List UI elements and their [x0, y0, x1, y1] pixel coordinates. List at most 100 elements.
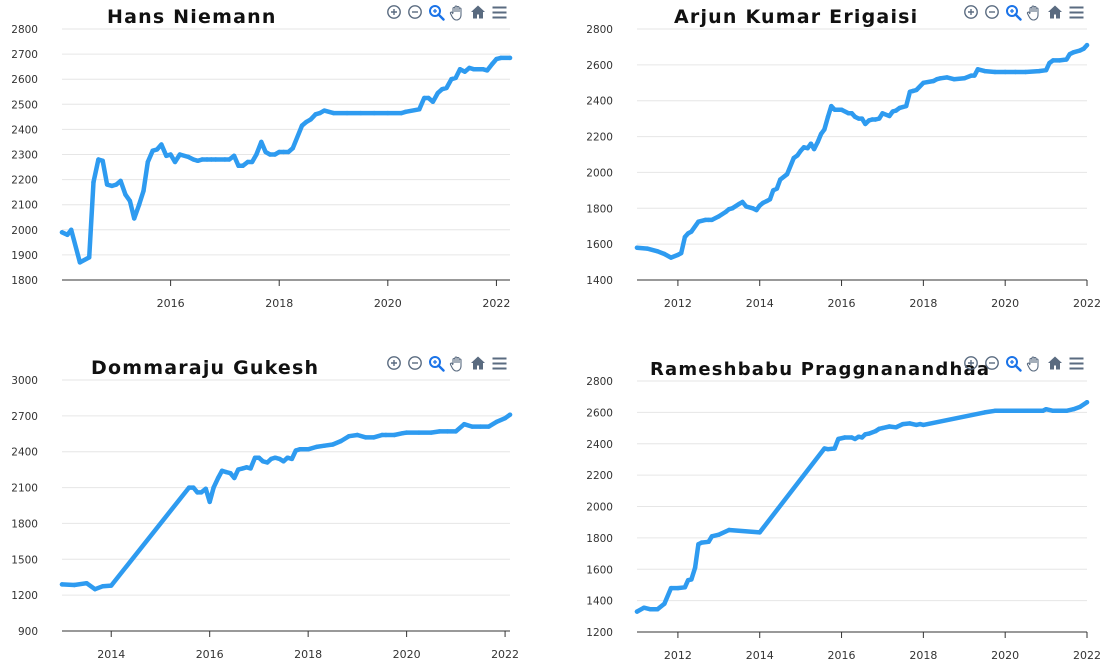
data-point — [331, 110, 336, 116]
x-tick-label: 2014 — [97, 648, 125, 661]
data-point — [204, 157, 210, 162]
menu-icon[interactable] — [1067, 354, 1085, 372]
data-point — [801, 145, 807, 150]
data-point — [675, 252, 681, 258]
data-point — [791, 155, 796, 161]
data-point — [662, 251, 667, 257]
data-point — [877, 116, 882, 121]
reset-zoom-icon[interactable] — [469, 354, 487, 372]
zoom-in-icon[interactable] — [962, 354, 980, 372]
zoom-out-icon[interactable] — [983, 354, 1001, 372]
zoom-in-icon[interactable] — [962, 3, 980, 21]
y-tick-label: 2200 — [586, 470, 613, 482]
data-point — [168, 152, 173, 157]
reset-zoom-icon[interactable] — [1046, 354, 1064, 372]
data-point — [59, 230, 65, 235]
data-point — [706, 539, 711, 544]
data-point — [195, 490, 200, 495]
data-point — [696, 219, 701, 224]
pan-icon[interactable] — [448, 3, 466, 21]
data-point — [207, 499, 212, 505]
data-point — [338, 438, 344, 444]
pan-icon[interactable] — [1025, 3, 1043, 21]
data-point — [302, 447, 307, 452]
zoom-out-icon[interactable] — [406, 354, 424, 372]
data-point — [863, 432, 868, 437]
reset-zoom-icon[interactable] — [1046, 3, 1064, 21]
data-point — [1064, 408, 1069, 413]
data-point — [277, 456, 282, 462]
chart-panel-niemann: 1800 1900 2000 2100 2200 2300 2400 2500 2600 2700… — [0, 0, 553, 335]
chart-panel-praggnanandhaa: 1200 1400 1600 1800 2000 2200 2400 2600 2800 2012… — [553, 335, 1106, 670]
zoom-out-icon[interactable] — [983, 3, 1001, 21]
data-point — [655, 249, 660, 254]
data-point — [893, 425, 899, 430]
data-point — [771, 188, 776, 193]
data-point — [91, 179, 96, 185]
selection-zoom-icon[interactable] — [427, 3, 445, 21]
data-point — [634, 245, 640, 250]
data-point — [313, 112, 318, 117]
menu-icon[interactable] — [1067, 3, 1085, 21]
zoom-in-icon[interactable] — [385, 3, 403, 21]
data-point — [887, 424, 892, 429]
pan-icon[interactable] — [448, 354, 466, 372]
y-tick-label: 1600 — [586, 564, 613, 576]
data-point — [100, 158, 105, 163]
data-point — [485, 68, 490, 73]
data-point — [77, 260, 83, 265]
data-point — [65, 232, 70, 237]
data-point — [969, 73, 974, 78]
data-point — [682, 234, 688, 240]
data-point — [1003, 408, 1008, 413]
data-point — [363, 435, 368, 440]
data-point — [330, 442, 335, 447]
data-point — [371, 435, 376, 440]
data-point — [494, 419, 499, 424]
chart-title: Hans Niemann — [107, 6, 277, 28]
data-point — [910, 88, 916, 94]
data-point — [1043, 407, 1049, 412]
data-point — [502, 416, 508, 421]
selection-zoom-icon[interactable] — [1004, 3, 1022, 21]
data-point — [215, 475, 221, 481]
data-point — [299, 123, 305, 128]
data-point — [277, 149, 282, 155]
data-point — [453, 75, 458, 81]
zoom-in-icon[interactable] — [385, 354, 403, 372]
data-point — [383, 432, 389, 438]
data-point — [836, 436, 841, 442]
data-point — [951, 77, 957, 82]
data-point — [706, 217, 711, 223]
y-tick-label: 900 — [18, 626, 38, 638]
y-tick-label: 1600 — [586, 239, 613, 251]
data-point — [304, 119, 309, 125]
data-point — [306, 447, 311, 452]
menu-icon[interactable] — [490, 3, 508, 21]
selection-zoom-icon[interactable] — [1004, 354, 1022, 372]
data-point — [385, 110, 390, 116]
menu-icon[interactable] — [490, 354, 508, 372]
x-tick-label: 2014 — [746, 649, 774, 662]
data-point — [293, 448, 298, 453]
data-point — [992, 69, 998, 75]
x-tick-label: 2016 — [157, 297, 185, 310]
data-point — [400, 431, 405, 436]
x-tick-label: 2020 — [991, 297, 1019, 310]
chart-svg: 900 1200 1500 1800 2100 2400 2700 3000 2014 2016 2… — [11, 375, 519, 661]
reset-zoom-icon[interactable] — [469, 3, 487, 21]
x-tick-label: 2016 — [196, 648, 224, 661]
rating-series-line — [634, 42, 1090, 260]
chart-svg: 1800 1900 2000 2100 2200 2300 2400 2500 2600 2700… — [11, 24, 513, 310]
data-point — [358, 110, 363, 116]
data-point — [1077, 404, 1083, 410]
data-point — [846, 111, 851, 116]
data-point — [730, 206, 735, 211]
y-tick-label: 1200 — [11, 590, 38, 602]
data-point — [1003, 69, 1008, 75]
x-tick-label: 2022 — [491, 648, 519, 661]
pan-icon[interactable] — [1025, 354, 1043, 372]
data-point — [150, 148, 155, 153]
zoom-out-icon[interactable] — [406, 3, 424, 21]
selection-zoom-icon[interactable] — [427, 354, 445, 372]
